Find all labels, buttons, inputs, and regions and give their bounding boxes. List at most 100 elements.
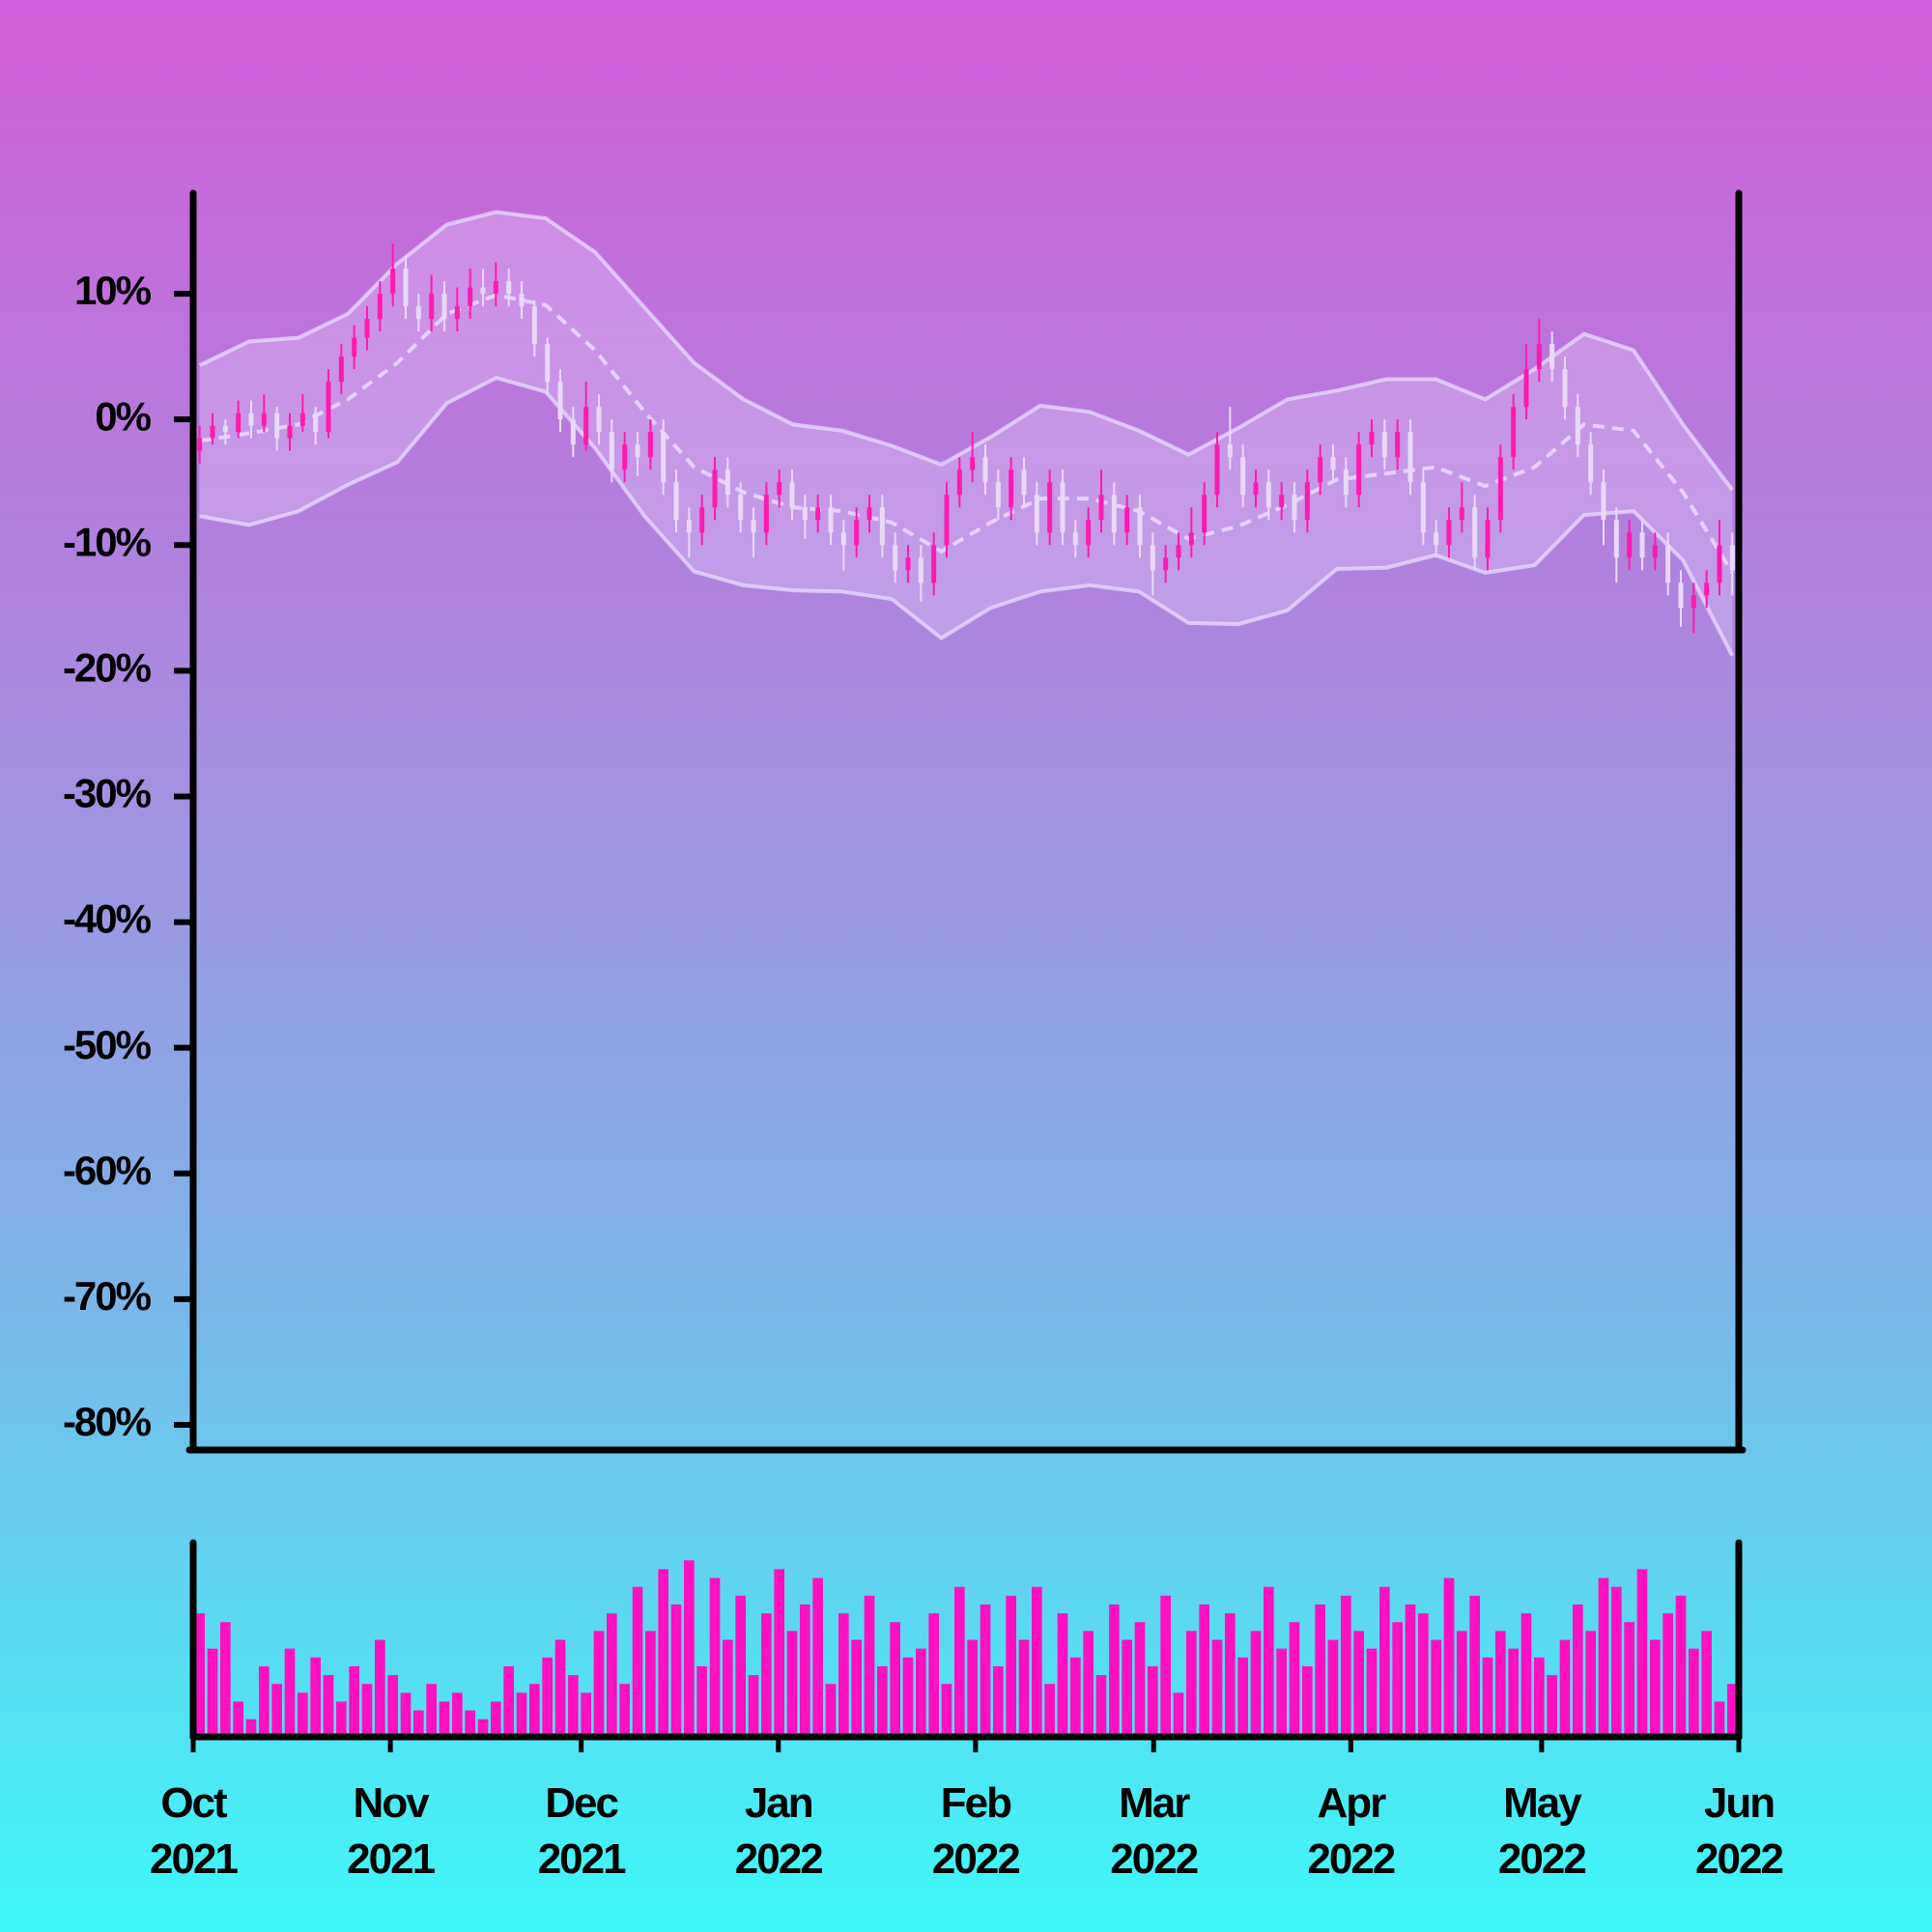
volume-bar	[1057, 1613, 1068, 1737]
candle-body	[777, 482, 782, 496]
volume-bar	[310, 1657, 321, 1737]
volume-bar	[928, 1613, 939, 1737]
candle-body	[1060, 482, 1065, 533]
volume-bar	[1482, 1657, 1493, 1737]
candle-body	[519, 294, 525, 307]
candle-body	[1292, 495, 1297, 521]
volume-bar	[413, 1710, 424, 1737]
volume-bar	[1276, 1648, 1287, 1737]
volume-bar	[1083, 1631, 1094, 1737]
candle-body	[854, 520, 860, 546]
candle-body	[635, 444, 640, 458]
candle-body	[1472, 507, 1478, 558]
volume-bar	[491, 1701, 501, 1737]
volume-bar	[1006, 1595, 1016, 1737]
candle-body	[970, 457, 976, 470]
volume-bar	[1405, 1604, 1416, 1737]
candle-body	[531, 306, 537, 345]
volume-bar	[684, 1560, 695, 1737]
volume-bar	[349, 1665, 359, 1737]
volume-bar	[516, 1692, 527, 1737]
candle-body	[1690, 595, 1696, 609]
volume-bar	[426, 1684, 437, 1737]
volume-bar	[503, 1665, 514, 1737]
candle-body	[1021, 469, 1027, 496]
volume-bar	[323, 1675, 334, 1737]
volume-bar	[1714, 1701, 1725, 1737]
volume-bar	[774, 1569, 784, 1737]
x-tick-label: Mar 2022	[1110, 1779, 1199, 1883]
volume-bar	[1598, 1577, 1609, 1737]
candle-body	[364, 319, 370, 338]
volume-bar	[284, 1648, 296, 1737]
volume-bar	[1186, 1631, 1197, 1737]
volume-bar	[825, 1684, 837, 1737]
candle-body	[480, 287, 486, 295]
candle-body	[1072, 532, 1078, 546]
candle-body	[352, 337, 357, 357]
volume-bar	[1032, 1586, 1042, 1737]
volume-bar	[361, 1684, 373, 1737]
candle-body	[441, 294, 447, 320]
volume-bar	[233, 1701, 243, 1737]
volume-bar	[593, 1631, 605, 1737]
volume-bar	[1237, 1657, 1248, 1737]
volume-bar	[529, 1684, 540, 1737]
candle-body	[1009, 469, 1014, 508]
candle-body	[661, 432, 667, 483]
candle-body	[583, 407, 589, 445]
candle-body	[956, 469, 962, 496]
candle-body	[1420, 482, 1426, 533]
candle-body	[1446, 520, 1452, 546]
candle-body	[1588, 444, 1594, 483]
candle-body	[1111, 495, 1117, 533]
candle-body	[982, 457, 988, 483]
candle-body	[1150, 545, 1155, 571]
candle-body	[699, 507, 705, 533]
volume-bar	[800, 1604, 810, 1737]
volume-bar	[1675, 1595, 1687, 1737]
volume-bar	[1289, 1622, 1300, 1737]
candle-body	[1265, 482, 1271, 508]
volume-bar	[1534, 1657, 1545, 1737]
volume-bar	[542, 1657, 553, 1737]
volume-bar	[748, 1675, 759, 1737]
volume-bar	[1495, 1631, 1506, 1737]
candle-body	[1330, 457, 1336, 470]
candle-body	[1717, 545, 1722, 583]
upper-band	[198, 210, 1734, 492]
volume-bar	[1727, 1684, 1738, 1737]
candle-body	[1639, 532, 1645, 558]
x-tick-label: Nov 2021	[347, 1779, 436, 1883]
volume-bar	[1573, 1604, 1583, 1737]
candle-body	[1098, 495, 1104, 521]
volume-bar	[1585, 1631, 1596, 1737]
candle-body	[828, 507, 834, 533]
candle-body	[1188, 532, 1194, 546]
volume-bar	[1559, 1639, 1571, 1737]
candle-body	[197, 438, 203, 451]
volume-bar	[207, 1648, 218, 1737]
candle-body	[1434, 532, 1439, 546]
x-tick-label: Jan 2022	[734, 1779, 824, 1883]
candle-body	[248, 412, 254, 426]
volume-bar	[670, 1604, 682, 1737]
volume-bar	[298, 1692, 308, 1737]
candle-body	[299, 412, 305, 426]
candle-body	[879, 507, 885, 546]
candle-body	[313, 412, 319, 433]
candle-body	[1601, 482, 1606, 521]
candle-body	[893, 545, 898, 571]
volume-bar	[1701, 1631, 1712, 1737]
x-tick-label: Jun 2022	[1695, 1779, 1784, 1883]
candle-body	[622, 444, 628, 470]
volume-bar	[1199, 1604, 1209, 1737]
volume-bar	[1315, 1604, 1325, 1737]
volume-bar	[465, 1710, 475, 1737]
volume-bar	[1469, 1595, 1480, 1737]
y-tick-label: 10%	[74, 268, 152, 313]
volume-bar	[993, 1665, 1004, 1737]
candle-body	[789, 482, 795, 508]
candle-body	[1511, 407, 1517, 458]
